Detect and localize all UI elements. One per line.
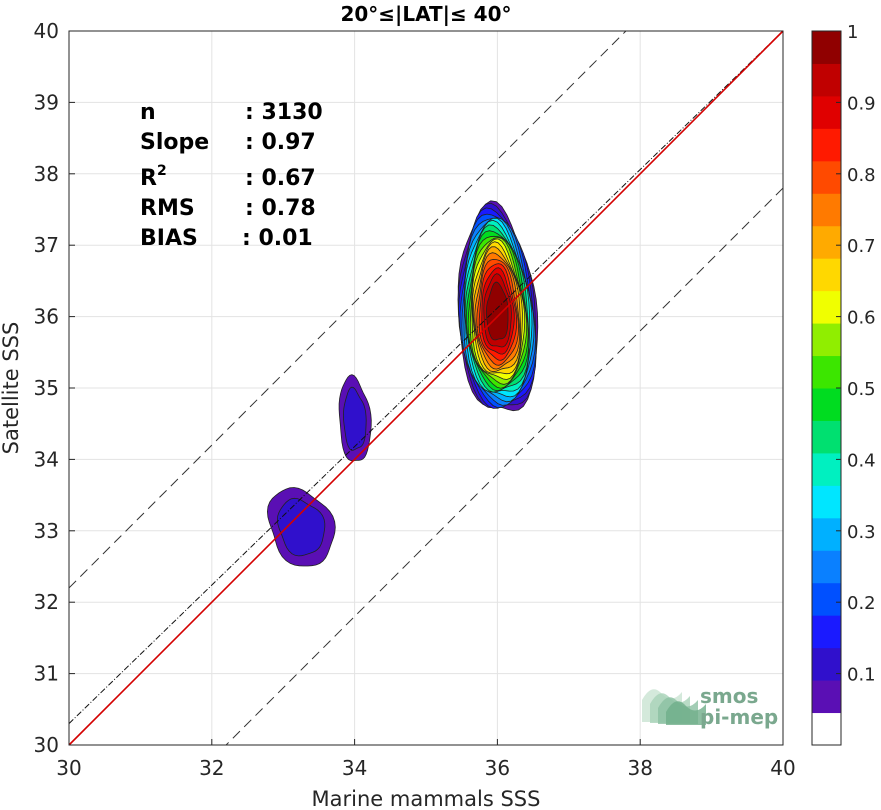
colorbar-tick-label: 0.1 [847, 665, 876, 686]
colorbar-tick-label: 0.5 [847, 379, 876, 400]
colorbar-swatch [812, 160, 841, 194]
contour-band-2 [342, 386, 367, 451]
colorbar-swatch [812, 420, 841, 454]
x-tick-label: 34 [342, 756, 367, 780]
logo-wave-shape [666, 701, 706, 725]
colorbar-tick-label: 0.7 [847, 236, 876, 257]
stat-value: : 0.97 [245, 130, 316, 155]
y-tick-label: 40 [34, 19, 59, 43]
logo-text-smos: smos [700, 684, 758, 708]
colorbar-swatch [812, 452, 841, 486]
colorbar-swatch [812, 290, 841, 324]
colorbar-tick-label: 0.6 [847, 308, 876, 329]
fit-line [68, 30, 784, 724]
colorbar-swatch [812, 193, 841, 227]
colorbar-swatch [812, 680, 841, 714]
colorbar-swatch [812, 323, 841, 357]
y-tick-label: 35 [34, 376, 59, 400]
identity-line [68, 30, 784, 746]
logo-text-pi-mep: pi-mep [700, 705, 778, 729]
stat-label: RMS [140, 196, 195, 221]
colorbar-swatch [812, 258, 841, 292]
stat-value: : 0.01 [242, 226, 313, 251]
x-tick-label: 40 [770, 756, 795, 780]
x-tick-label: 30 [56, 756, 81, 780]
stat-label: n [140, 100, 156, 125]
y-tick-label: 34 [34, 447, 59, 471]
contour-band-21 [485, 281, 509, 341]
colorbar-tick-label: 1 [847, 22, 858, 43]
colorbar-swatch [812, 550, 841, 584]
stat-label: BIAS [140, 226, 198, 251]
colorbar-tick-label: 0.8 [847, 165, 876, 186]
colorbar-swatch [812, 517, 841, 551]
stat-value: : 3130 [245, 100, 323, 125]
colorbar-swatch [812, 388, 841, 421]
dashed-bound-line-0 [68, 30, 627, 589]
axis-ticks: 30 32 34 36 38 40 30 31 32 33 34 35 36 37 38 39 40 [34, 19, 796, 780]
y-tick-label: 30 [34, 733, 59, 757]
colorbar-swatch [812, 712, 841, 746]
x-tick-label: 38 [627, 756, 652, 780]
contour-fill [266, 200, 539, 567]
colorbar-swatch [812, 95, 841, 129]
stat-label: R2 [140, 163, 167, 191]
colorbar-tick-label: 0.4 [847, 450, 876, 471]
stat-superscript: 2 [157, 163, 167, 179]
colorbar-swatch [812, 225, 841, 259]
y-tick-label: 36 [34, 305, 59, 329]
x-tick-label: 36 [485, 756, 510, 780]
y-tick-label: 39 [34, 90, 59, 114]
stat-label: Slope [140, 130, 209, 155]
y-tick-label: 32 [34, 590, 59, 614]
y-tick-label: 38 [34, 162, 59, 186]
y-tick-label: 37 [34, 233, 59, 257]
reference-lines [68, 30, 784, 746]
colorbar-swatch [812, 63, 841, 97]
statistics-block: n : 3130 Slope : 0.97 R2 : 0.67 RMS : 0.78 BIAS:… [140, 100, 323, 251]
colorbar: 0.1 0.2 0.3 0.4 0.5 0.6 0.7 0.8 0.9 1 [811, 22, 876, 746]
dashed-bound-line-1 [225, 187, 784, 746]
stat-value: : 0.67 [245, 166, 316, 191]
y-tick-label: 31 [34, 662, 59, 686]
colorbar-tick-label: 0.3 [847, 522, 876, 543]
colorbar-swatch [812, 355, 841, 389]
y-tick-label: 33 [34, 519, 59, 543]
x-axis-label: Marine mammals SSS [312, 787, 541, 810]
colorbar-swatch [812, 31, 841, 64]
colorbar-swatch [812, 615, 841, 649]
colorbar-swatch [812, 582, 841, 616]
colorbar-swatch [812, 128, 841, 162]
x-tick-label: 32 [199, 756, 224, 780]
colorbar-tick-label: 0.2 [847, 593, 876, 614]
y-axis-label: Satellite SSS [0, 322, 23, 455]
colorbar-tick-label: 0.9 [847, 93, 876, 114]
chart-title: 20°≤|LAT|≤ 40° [340, 2, 511, 26]
colorbar-swatch [812, 485, 841, 519]
colorbar-swatch [812, 647, 841, 681]
stat-value: : 0.78 [245, 196, 316, 221]
